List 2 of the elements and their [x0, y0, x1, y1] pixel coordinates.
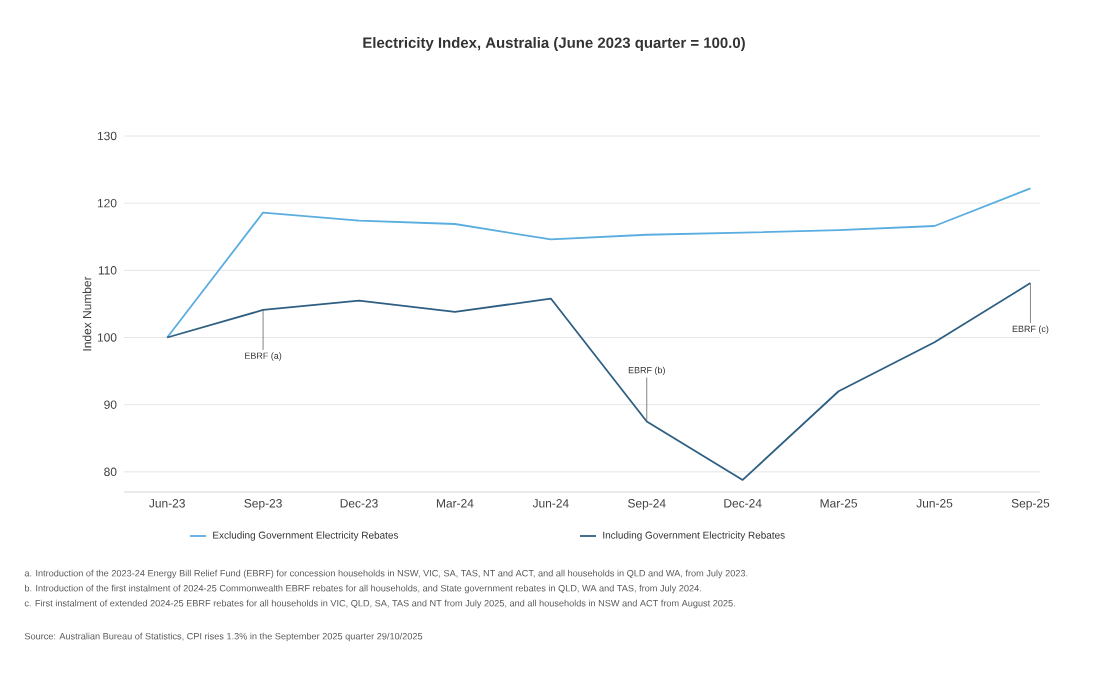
- line-series: [166, 282, 1032, 481]
- line-series: [166, 187, 1032, 339]
